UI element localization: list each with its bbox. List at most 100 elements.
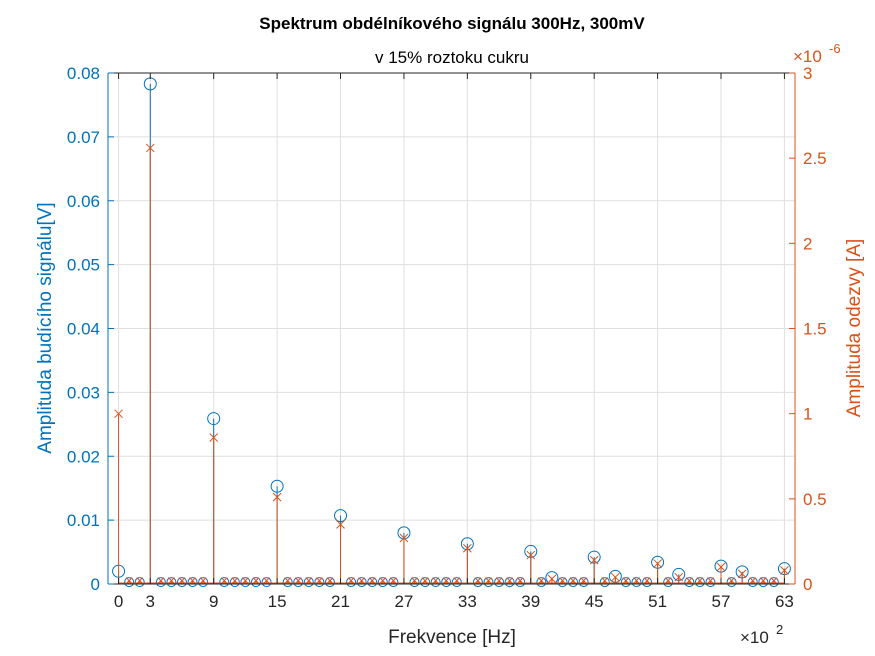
data-point-circle — [694, 577, 705, 588]
left-tick-label: 0.07 — [67, 128, 100, 147]
data-point-circle — [346, 577, 357, 588]
left-tick-label: 0.03 — [67, 383, 100, 402]
right-tick-label: 0.5 — [803, 490, 827, 509]
data-point-circle — [176, 577, 187, 588]
x-tick-label: 9 — [209, 592, 218, 611]
chart-title: Spektrum obdélníkového signálu 300Hz, 30… — [259, 14, 645, 33]
left-tick-label: 0.08 — [67, 64, 100, 83]
x-tick-label: 27 — [394, 592, 413, 611]
data-point-circle — [388, 577, 399, 588]
data-point-x — [589, 555, 599, 565]
data-point-x — [114, 409, 123, 419]
data-point-circle — [219, 577, 230, 588]
left-tick-label: 0.01 — [67, 511, 100, 530]
data-point-circle — [356, 577, 367, 588]
data-point-circle — [441, 577, 452, 588]
data-point-circle — [367, 577, 378, 588]
data-point-circle — [599, 577, 610, 588]
x-tick-label: 63 — [775, 592, 794, 611]
data-point-circle — [631, 577, 642, 588]
x-tick-label: 51 — [648, 592, 667, 611]
data-point-x — [336, 520, 345, 529]
x-tick-label: 33 — [458, 592, 477, 611]
data-point-circle — [229, 577, 240, 588]
right-exponent: ×10 -6 — [793, 41, 841, 66]
chart-subtitle: v 15% roztoku cukru — [375, 48, 529, 67]
left-tick-label: 0.02 — [67, 447, 100, 466]
right-tick-label: 2.5 — [803, 149, 827, 168]
data-point-circle — [536, 577, 547, 588]
data-point-circle — [494, 577, 505, 588]
data-point-circle — [377, 577, 388, 588]
x-axis-label: Frekvence [Hz] — [388, 627, 516, 648]
x-exponent-power: 2 — [776, 622, 783, 637]
x-tick-label: 15 — [268, 592, 287, 611]
x-tick-label: 21 — [331, 592, 350, 611]
data-point-x — [526, 550, 536, 560]
data-point-circle — [620, 577, 631, 588]
data-point-circle — [155, 577, 166, 588]
data-point-circle — [261, 577, 272, 588]
data-point-circle — [250, 577, 261, 588]
data-point-circle — [642, 577, 653, 588]
data-point-circle — [240, 577, 251, 588]
x-tick-label: 39 — [521, 592, 540, 611]
data-point-x — [547, 574, 557, 584]
data-point-circle — [472, 577, 483, 588]
data-point-circle — [726, 577, 737, 588]
data-point-x — [399, 533, 409, 543]
data-point-x — [463, 543, 472, 553]
data-point-circle — [293, 577, 304, 588]
left-tick-label: 0 — [91, 575, 100, 594]
x-tick-label: 57 — [712, 592, 731, 611]
series-left — [112, 77, 791, 588]
right-tick-label: 0 — [803, 575, 812, 594]
x-exponent: ×10 2 — [740, 622, 783, 647]
data-point-circle — [504, 577, 515, 588]
data-point-circle — [684, 577, 695, 588]
right-exponent-power: -6 — [829, 41, 841, 56]
data-point-circle — [578, 577, 589, 588]
data-point-circle — [166, 577, 177, 588]
left-axis-label: Amplituda budícího signálu[V] — [35, 202, 56, 453]
x-tick-label: 0 — [114, 592, 123, 611]
data-point-circle — [758, 577, 769, 588]
data-point-circle — [282, 577, 293, 588]
data-point-x — [653, 559, 662, 568]
grid — [108, 72, 795, 585]
data-point-x — [145, 143, 155, 153]
data-point-circle — [420, 577, 431, 588]
data-point-x — [209, 433, 219, 442]
data-point-circle — [303, 577, 314, 588]
x-tick-label: 3 — [146, 592, 155, 611]
data-point-circle — [483, 577, 494, 588]
data-point-circle — [557, 577, 568, 588]
data-point-x — [716, 562, 726, 572]
plot-area — [112, 77, 791, 588]
left-tick-label: 0.05 — [67, 256, 100, 275]
data-point-circle — [768, 577, 779, 588]
data-point-circle — [747, 577, 758, 588]
data-point-circle — [515, 577, 526, 588]
series-right — [114, 143, 789, 584]
right-exponent-base: ×10 — [793, 47, 822, 66]
data-point-circle — [187, 577, 198, 588]
data-point-circle — [134, 577, 145, 588]
left-tick-label: 0.06 — [67, 192, 100, 211]
data-point-x — [272, 492, 282, 502]
data-point-circle — [324, 577, 335, 588]
right-tick-label: 1.5 — [803, 320, 827, 339]
right-tick-label: 3 — [803, 64, 812, 83]
data-point-circle — [198, 577, 209, 588]
x-tick-label: 45 — [585, 592, 604, 611]
data-point-circle — [270, 479, 284, 493]
data-point-circle — [409, 577, 420, 588]
data-point-x — [674, 572, 684, 582]
data-point-circle — [124, 577, 135, 588]
data-point-circle — [451, 577, 462, 588]
data-point-circle — [663, 577, 674, 588]
axes: 0 3 9 15 21 27 33 39 45 51 57 6300.010.020.030.040.… — [67, 64, 827, 611]
data-point-circle — [430, 577, 441, 588]
data-point-x — [737, 569, 747, 579]
